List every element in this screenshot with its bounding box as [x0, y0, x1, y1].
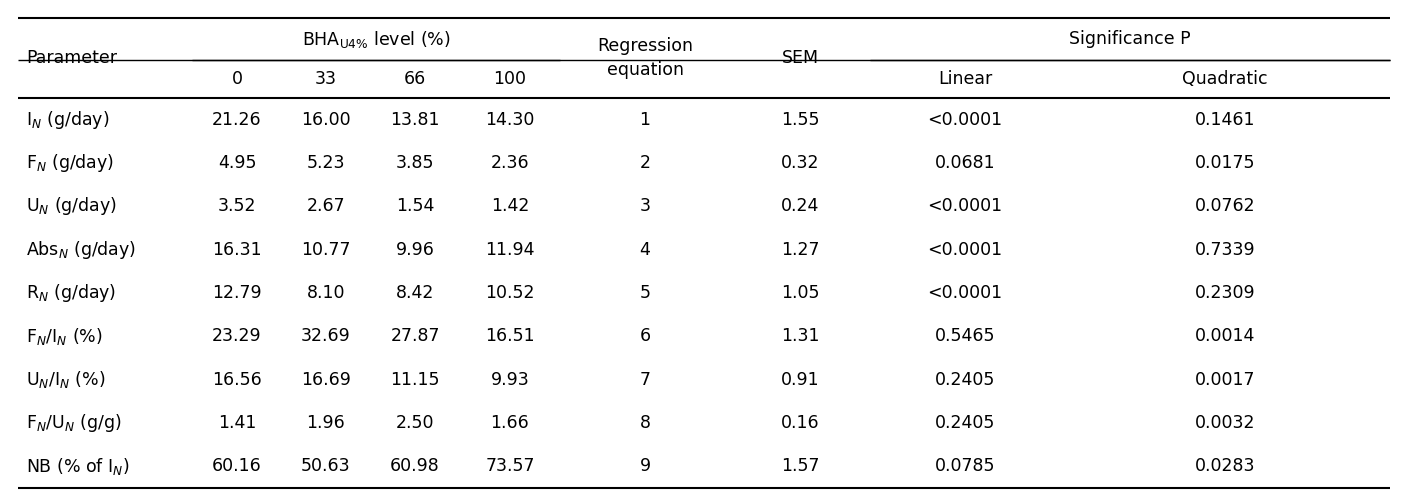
Text: Linear: Linear [938, 70, 992, 88]
Text: 0.91: 0.91 [780, 371, 820, 389]
Text: 1.42: 1.42 [491, 197, 529, 215]
Text: Parameter: Parameter [25, 49, 117, 67]
Text: 1.27: 1.27 [780, 241, 820, 259]
Text: U$_N$/I$_N$ (%): U$_N$/I$_N$ (%) [25, 369, 106, 390]
Text: 0.2405: 0.2405 [935, 371, 995, 389]
Text: 0.1461: 0.1461 [1195, 111, 1256, 128]
Text: 33: 33 [315, 70, 337, 88]
Text: 6: 6 [639, 327, 650, 345]
Text: 1.41: 1.41 [217, 414, 257, 432]
Text: U$_N$ (g/day): U$_N$ (g/day) [25, 195, 117, 217]
Text: 1.54: 1.54 [396, 197, 435, 215]
Text: 16.00: 16.00 [301, 111, 351, 128]
Text: 16.51: 16.51 [485, 327, 535, 345]
Text: 0.24: 0.24 [780, 197, 820, 215]
Text: F$_N$ (g/day): F$_N$ (g/day) [25, 152, 114, 174]
Text: 2.36: 2.36 [491, 154, 529, 172]
Text: 1.96: 1.96 [306, 414, 346, 432]
Text: 2.67: 2.67 [306, 197, 346, 215]
Text: <0.0001: <0.0001 [927, 241, 1003, 259]
Text: 0.0283: 0.0283 [1195, 457, 1256, 475]
Text: 3.85: 3.85 [395, 154, 435, 172]
Text: 0.16: 0.16 [780, 414, 820, 432]
Text: 8: 8 [639, 414, 650, 432]
Text: 0.0785: 0.0785 [934, 457, 995, 475]
Text: 5: 5 [639, 284, 650, 302]
Text: NB (% of I$_N$): NB (% of I$_N$) [25, 456, 130, 477]
Text: Quadratic: Quadratic [1182, 70, 1268, 88]
Text: 0.32: 0.32 [780, 154, 820, 172]
Text: 1.05: 1.05 [780, 284, 820, 302]
Text: 9: 9 [639, 457, 650, 475]
Text: 0.2309: 0.2309 [1195, 284, 1256, 302]
Text: 8.10: 8.10 [306, 284, 346, 302]
Text: 5.23: 5.23 [306, 154, 346, 172]
Text: F$_N$/I$_N$ (%): F$_N$/I$_N$ (%) [25, 326, 103, 347]
Text: Abs$_N$ (g/day): Abs$_N$ (g/day) [25, 239, 135, 261]
Text: 73.57: 73.57 [485, 457, 535, 475]
Text: 21.26: 21.26 [212, 111, 262, 128]
Text: 100: 100 [494, 70, 526, 88]
Text: Significance P: Significance P [1070, 30, 1191, 48]
Text: 23.29: 23.29 [212, 327, 262, 345]
Text: 10.52: 10.52 [485, 284, 535, 302]
Text: 11.94: 11.94 [485, 241, 535, 259]
Text: 4: 4 [639, 241, 650, 259]
Text: 16.31: 16.31 [212, 241, 262, 259]
Text: 4.95: 4.95 [217, 154, 257, 172]
Text: SEM: SEM [782, 49, 818, 67]
Text: <0.0001: <0.0001 [927, 284, 1003, 302]
Text: 0.0014: 0.0014 [1195, 327, 1256, 345]
Text: 3: 3 [639, 197, 650, 215]
Text: 0.2405: 0.2405 [935, 414, 995, 432]
Text: 0.0175: 0.0175 [1195, 154, 1256, 172]
Text: 0.0017: 0.0017 [1195, 371, 1256, 389]
Text: 60.98: 60.98 [389, 457, 440, 475]
Text: <0.0001: <0.0001 [927, 111, 1003, 128]
Text: 1.66: 1.66 [491, 414, 529, 432]
Text: 13.81: 13.81 [391, 111, 440, 128]
Text: Regression
equation: Regression equation [597, 37, 693, 79]
Text: 0.7339: 0.7339 [1195, 241, 1256, 259]
Text: 16.56: 16.56 [212, 371, 262, 389]
Text: 66: 66 [404, 70, 426, 88]
Text: F$_N$/U$_N$ (g/g): F$_N$/U$_N$ (g/g) [25, 412, 121, 434]
Text: 0.5465: 0.5465 [934, 327, 995, 345]
Text: 0.0681: 0.0681 [934, 154, 995, 172]
Text: 2: 2 [639, 154, 650, 172]
Text: 9.93: 9.93 [491, 371, 529, 389]
Text: 0.0762: 0.0762 [1195, 197, 1256, 215]
Text: BHA$_{\mathregular{U4\%}}$ level (%): BHA$_{\mathregular{U4\%}}$ level (%) [302, 28, 450, 50]
Text: 1.57: 1.57 [780, 457, 820, 475]
Text: 0.0032: 0.0032 [1195, 414, 1256, 432]
Text: 1: 1 [639, 111, 650, 128]
Text: R$_N$ (g/day): R$_N$ (g/day) [25, 282, 116, 304]
Text: <0.0001: <0.0001 [927, 197, 1003, 215]
Text: 10.77: 10.77 [302, 241, 351, 259]
Text: 0: 0 [231, 70, 243, 88]
Text: 16.69: 16.69 [301, 371, 351, 389]
Text: 11.15: 11.15 [391, 371, 440, 389]
Text: 1.55: 1.55 [780, 111, 820, 128]
Text: 27.87: 27.87 [391, 327, 440, 345]
Text: I$_N$ (g/day): I$_N$ (g/day) [25, 109, 109, 130]
Text: 14.30: 14.30 [485, 111, 535, 128]
Text: 12.79: 12.79 [212, 284, 262, 302]
Text: 1.31: 1.31 [780, 327, 820, 345]
Text: 8.42: 8.42 [396, 284, 435, 302]
Text: 2.50: 2.50 [395, 414, 435, 432]
Text: 9.96: 9.96 [395, 241, 435, 259]
Text: 60.16: 60.16 [212, 457, 262, 475]
Text: 7: 7 [639, 371, 650, 389]
Text: 50.63: 50.63 [301, 457, 351, 475]
Text: 32.69: 32.69 [301, 327, 351, 345]
Text: 3.52: 3.52 [217, 197, 257, 215]
